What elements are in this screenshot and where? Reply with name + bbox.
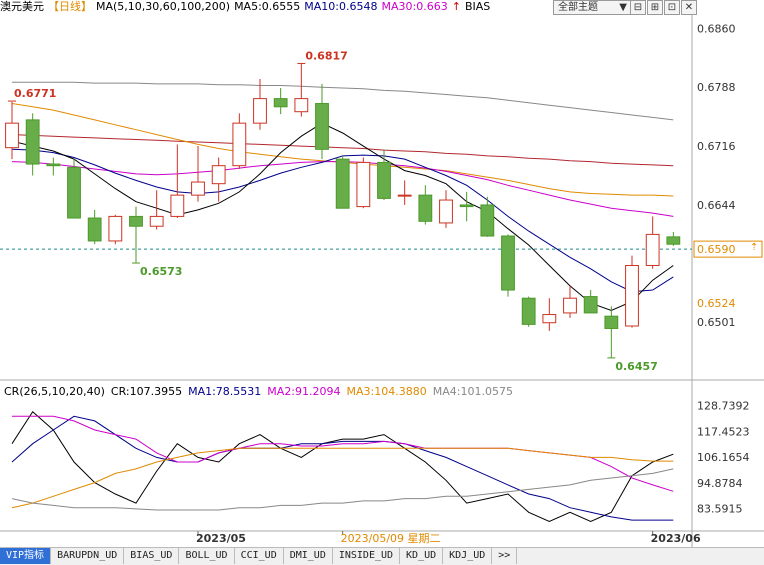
candle-body [25, 119, 40, 165]
candle-body [563, 297, 577, 314]
candle-body [87, 217, 102, 242]
ma-line-ma5 [11, 122, 674, 312]
candle-body [211, 165, 226, 185]
candle-body [191, 181, 205, 196]
cr-value: CR:107.3955 [110, 385, 183, 398]
candle-body [625, 264, 639, 327]
candle-body [459, 204, 474, 208]
cr-definition: CR(26,5,10,20,40) [4, 385, 105, 398]
time-label: 2023/05/09 星期二 [341, 532, 441, 545]
cr-tick-label: 106.1654 [697, 451, 750, 464]
chart-canvas: 0.6860 0.6788 0.6716 0.6644 0.6590 0.6524 0.65… [0, 0, 764, 547]
candle-body [170, 194, 185, 217]
chart-header: 澳元美元 【日线】 MA(5,10,30,60,100,200) MA5:0.6555… [0, 0, 692, 14]
candle-body [356, 161, 371, 208]
extreme-label: 0.6457 [615, 360, 657, 373]
grid-icon[interactable]: ⊞ [647, 0, 663, 15]
candle-body [604, 315, 619, 329]
theme-select[interactable]: 全部主题 ▼ [553, 0, 631, 15]
candle-body [46, 163, 61, 167]
tab-inside[interactable]: INSIDE_UD [333, 548, 401, 564]
ma10-value: MA10:0.6548 [304, 0, 378, 13]
candle-body [253, 98, 267, 124]
symbol-label: 澳元美元 [0, 0, 44, 13]
candle-body [108, 215, 123, 242]
candle-body [335, 158, 350, 209]
candle-body [273, 98, 288, 108]
cr-line-ma2 [12, 415, 674, 492]
cr-tick-label: 128.7392 [697, 399, 750, 412]
cr-line-ma4 [11, 468, 674, 511]
time-label: 2023/05 [196, 532, 246, 545]
extreme-label: 0.6817 [305, 49, 347, 62]
candle-body [149, 215, 164, 227]
cr-line-ma3 [11, 447, 674, 509]
candle-body [439, 199, 453, 224]
cr-line-ma1 [11, 415, 674, 521]
indicator-header: CR(26,5,10,20,40) CR:107.3955 MA1:78.5531 M… [4, 385, 519, 398]
tab-boll[interactable]: BOLL_UD [179, 548, 235, 564]
tab-kd[interactable]: KD_UD [400, 548, 444, 564]
ma4-value: MA4:101.0575 [432, 385, 513, 398]
price-tick-label: 0.6644 [697, 199, 736, 212]
tab-bias[interactable]: BIAS_UD [124, 548, 180, 564]
candle-body [645, 233, 660, 266]
candle-body [583, 296, 598, 314]
theme-select-label: 全部主题 [558, 2, 598, 13]
cr-line-cr [11, 410, 674, 522]
expand-icon[interactable]: ⊡ [664, 0, 680, 15]
extreme-label: 0.6573 [140, 265, 182, 278]
extreme-label: 0.6771 [14, 87, 56, 100]
tab-barupdn[interactable]: BARUPDN_UD [51, 548, 125, 564]
close-icon[interactable]: ✕ [681, 0, 697, 15]
dropdown-arrow-icon: ▼ [619, 2, 627, 13]
price-tick-label: 0.6716 [697, 140, 736, 153]
candle-body [666, 236, 681, 245]
ma1-value: MA1:78.5531 [188, 385, 262, 398]
tab-vip[interactable]: VIP指标 [0, 548, 52, 564]
cr-tick-label: 117.4523 [697, 425, 750, 438]
time-label: 2023/06 [651, 532, 701, 545]
tab-kdj[interactable]: KDJ_UD [443, 548, 493, 564]
candle-body [232, 122, 247, 167]
candle-body [67, 166, 81, 219]
candle-body [397, 194, 412, 197]
candle-body [5, 122, 19, 149]
tab-more[interactable]: >> [492, 548, 518, 564]
ma3-value: MA3:104.3880 [346, 385, 427, 398]
candle-body [129, 215, 143, 227]
candle-body [521, 297, 536, 325]
candle-body [501, 235, 515, 291]
price-tick-label: 0.6788 [697, 81, 736, 94]
ma-line-ma200 [12, 81, 674, 121]
ma2-value: MA2:91.2094 [267, 385, 341, 398]
candle-body [418, 194, 433, 222]
price-tick-label: 0.6590 [697, 243, 736, 256]
ma30-value: MA30:0.663 [381, 0, 448, 13]
cr-tick-label: 94.8784 [697, 477, 743, 490]
cr-tick-label: 83.5915 [697, 503, 743, 516]
shrink-icon[interactable]: ⊟ [630, 0, 646, 15]
ma5-value: MA5:0.6555 [234, 0, 301, 13]
candle-body [315, 103, 329, 150]
price-tick-label: 0.6501 [697, 316, 736, 329]
bias-label[interactable]: BIAS [464, 0, 491, 13]
price-tick-label: 0.6860 [697, 22, 736, 35]
price-tick-label: 0.6524 [697, 297, 736, 310]
candle-body [480, 204, 495, 237]
candle-body [542, 314, 557, 324]
ma-line-ma100 [11, 134, 674, 167]
period-label[interactable]: 【日线】 [48, 0, 92, 13]
candle-body [294, 98, 309, 113]
tab-dmi[interactable]: DMI_UD [284, 548, 333, 564]
indicator-tab-bar: VIP指标 BARUPDN_UD BIAS_UD BOLL_UD CCI_UD DMI_U… [0, 547, 764, 565]
ma-definition: MA(5,10,30,60,100,200) [96, 0, 231, 13]
price-marker-icon: ⇡ [750, 242, 758, 253]
tab-cci[interactable]: CCI_UD [235, 548, 284, 564]
current-price-box [693, 240, 763, 258]
candle-body [377, 161, 391, 199]
up-arrow-icon: ↑ [451, 0, 461, 13]
